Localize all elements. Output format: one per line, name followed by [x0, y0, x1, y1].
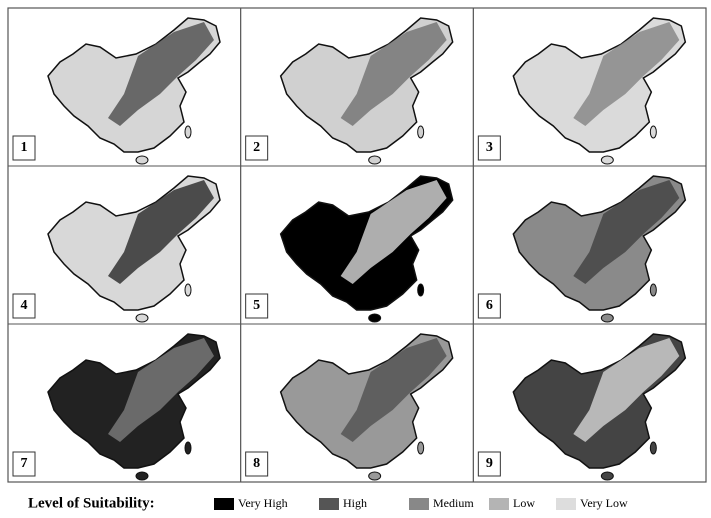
- map-region: [108, 180, 214, 284]
- panel-number-box: [477, 135, 501, 161]
- china-map: [512, 17, 687, 165]
- hainan: [600, 313, 614, 323]
- taiwan: [417, 283, 425, 297]
- china-map: [47, 333, 221, 481]
- panel-number-box: [245, 135, 269, 161]
- taiwan: [184, 125, 192, 139]
- legend-label: High: [343, 496, 367, 510]
- panel-number-box: [12, 451, 36, 477]
- legend-swatch: [556, 498, 576, 510]
- panel-number: 8: [253, 456, 260, 471]
- panel-number-box: [245, 293, 269, 319]
- legend-swatch: [319, 498, 339, 510]
- legend-swatch: [489, 498, 509, 510]
- map-region: [340, 338, 447, 442]
- panel-number: 9: [486, 456, 493, 471]
- hainan: [135, 313, 149, 323]
- taiwan: [417, 441, 425, 455]
- hainan: [135, 471, 149, 481]
- china-map: [47, 17, 221, 165]
- panel-number: 2: [253, 140, 260, 155]
- panel-number: 4: [21, 298, 28, 313]
- china-map: [279, 333, 454, 481]
- taiwan: [649, 125, 657, 139]
- hainan: [368, 471, 382, 481]
- panel-number: 1: [21, 140, 28, 155]
- legend-title: Level of Suitability:: [28, 495, 155, 511]
- panel-number-box: [12, 135, 36, 161]
- taiwan: [417, 125, 425, 139]
- china-map: [512, 175, 687, 323]
- hainan: [600, 155, 614, 165]
- legend-label: Very High: [238, 496, 288, 510]
- map-region: [573, 180, 680, 284]
- map-region: [573, 338, 680, 442]
- china-map: [512, 333, 687, 481]
- panel-number: 3: [486, 140, 493, 155]
- taiwan: [649, 283, 657, 297]
- legend-label: Medium: [433, 496, 474, 510]
- china-map: [279, 175, 454, 323]
- legend-label: Low: [513, 496, 535, 510]
- hainan: [368, 155, 382, 165]
- china-map: [47, 175, 221, 323]
- panel-number: 5: [253, 298, 260, 313]
- map-region: [108, 22, 214, 126]
- taiwan: [649, 441, 657, 455]
- legend-swatch: [409, 498, 429, 510]
- map-region: [108, 338, 214, 442]
- panel-number-box: [477, 451, 501, 477]
- legend-swatch: [214, 498, 234, 510]
- taiwan: [184, 441, 192, 455]
- hainan: [135, 155, 149, 165]
- hainan: [600, 471, 614, 481]
- china-map: [279, 17, 454, 165]
- taiwan: [184, 283, 192, 297]
- panel-number: 7: [21, 456, 28, 471]
- panel-border: [472, 323, 707, 483]
- legend-label: Very Low: [580, 496, 628, 510]
- panel-number-box: [12, 293, 36, 319]
- panel-number-box: [245, 451, 269, 477]
- panel-number-box: [477, 293, 501, 319]
- map-region: [340, 180, 447, 284]
- map-region: [340, 22, 447, 126]
- map-region: [573, 22, 680, 126]
- panel-number: 6: [486, 298, 493, 313]
- hainan: [368, 313, 382, 323]
